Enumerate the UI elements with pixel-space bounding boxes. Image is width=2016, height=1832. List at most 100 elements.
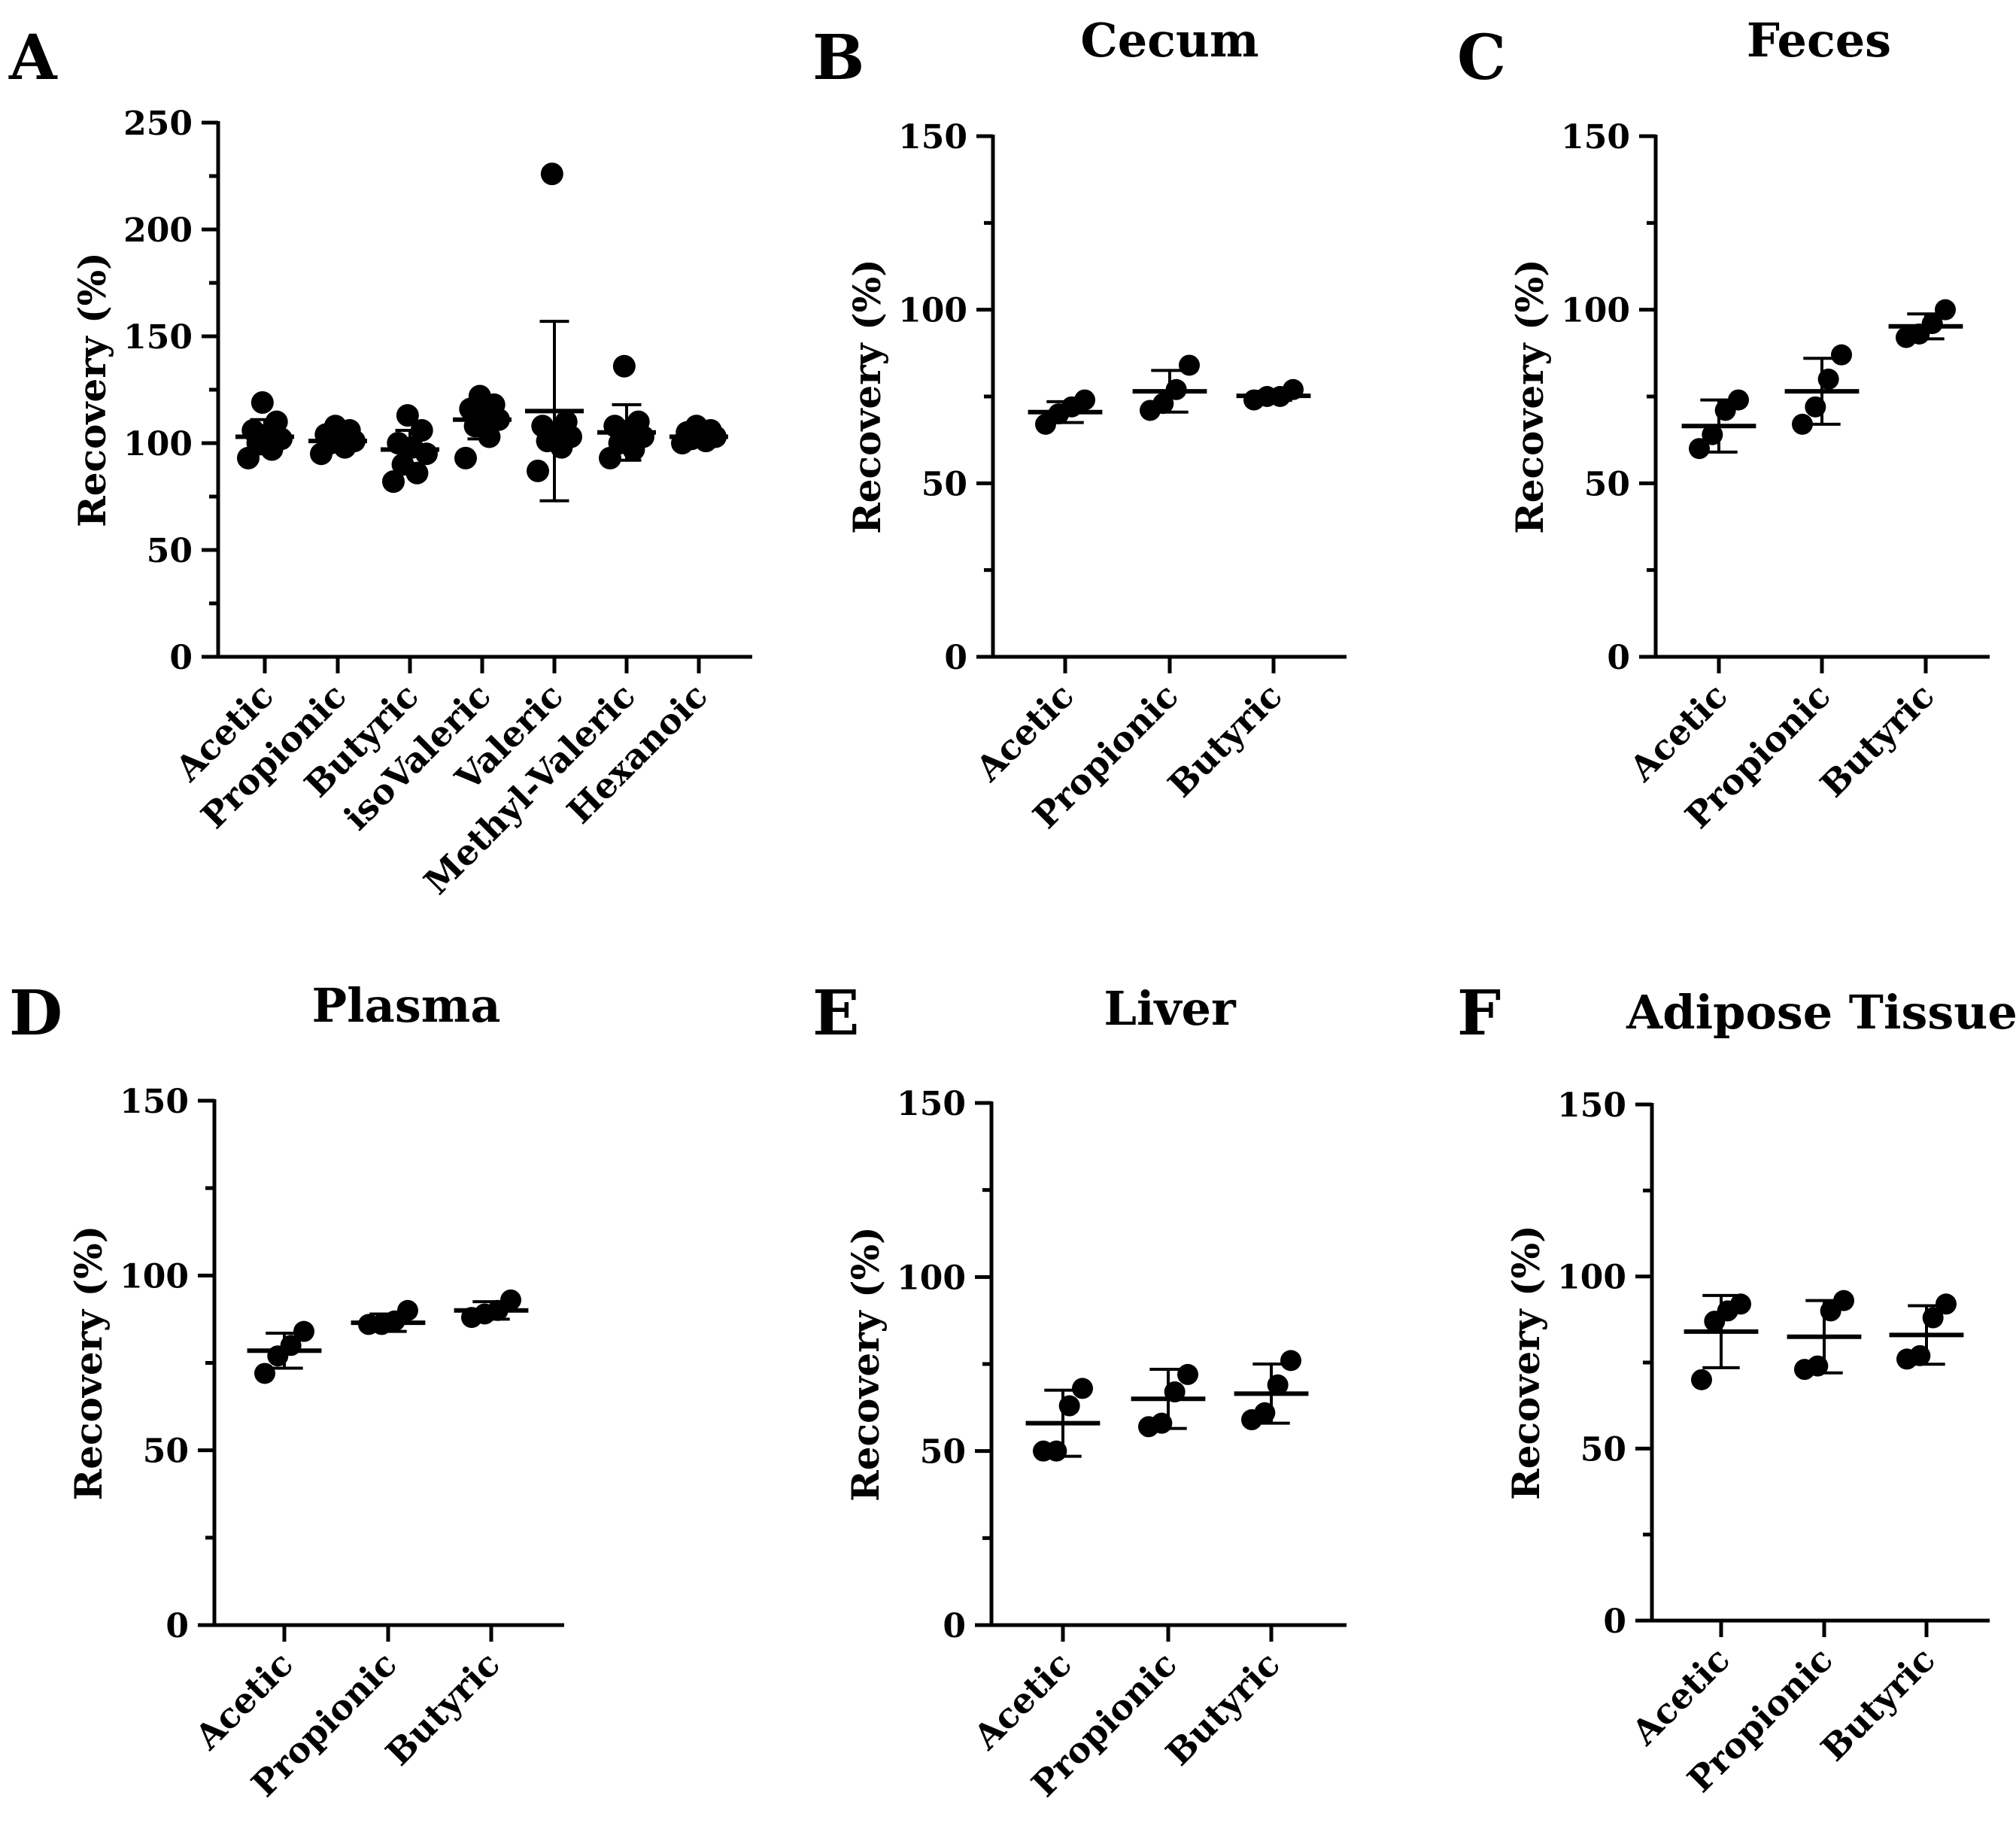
data-point — [1817, 368, 1839, 390]
data-point — [323, 415, 347, 438]
y-tick-label: 0 — [943, 1607, 966, 1645]
data-point — [1165, 378, 1187, 400]
data-point — [1058, 1395, 1080, 1417]
panel-letter: D — [9, 977, 62, 1050]
y-tick-label: 50 — [143, 1432, 189, 1471]
data-point — [396, 404, 419, 427]
data-point — [1689, 438, 1710, 460]
data-point — [1072, 1378, 1093, 1399]
y-axis-label: Recovery (%) — [1504, 1225, 1548, 1500]
panel-letter: F — [1457, 977, 1501, 1050]
y-tick-label: 0 — [944, 639, 967, 677]
panel-letter: C — [1457, 22, 1506, 94]
data-point — [1280, 1350, 1301, 1372]
panel-title: Liver — [1104, 981, 1237, 1036]
panel-title: Plasma — [311, 978, 500, 1033]
y-tick-label: 100 — [120, 1257, 189, 1296]
data-point — [1074, 389, 1095, 411]
panel-letter: E — [812, 977, 860, 1050]
data-point — [1164, 1381, 1186, 1403]
data-point — [410, 418, 433, 442]
data-point — [397, 1299, 418, 1321]
data-point — [1921, 313, 1943, 335]
data-point — [1254, 1402, 1276, 1423]
panel-title: Cecum — [1080, 13, 1258, 68]
data-point — [387, 432, 410, 454]
y-tick-label: 100 — [898, 292, 967, 330]
panel-letter: A — [8, 22, 58, 94]
data-point — [1833, 1290, 1854, 1311]
y-tick-label: 100 — [1561, 292, 1630, 330]
data-point — [1909, 1344, 1931, 1366]
data-point — [1935, 299, 1956, 321]
y-tick-label: 100 — [123, 425, 193, 463]
x-tick-label: Butyric — [1160, 676, 1290, 806]
data-point — [1283, 378, 1304, 400]
data-point — [1151, 1412, 1173, 1434]
y-tick-label: 0 — [169, 639, 193, 677]
data-point — [603, 415, 627, 438]
y-tick-label: 150 — [897, 1085, 966, 1123]
data-point — [540, 163, 563, 186]
data-point — [1179, 354, 1200, 376]
y-axis-label: Recovery (%) — [845, 259, 889, 534]
y-tick-label: 100 — [897, 1259, 966, 1297]
y-axis-label: Recovery (%) — [66, 1226, 111, 1501]
data-point — [250, 391, 274, 415]
data-point — [531, 415, 554, 438]
data-point — [685, 415, 708, 438]
data-point — [612, 354, 636, 378]
y-tick-label: 50 — [1580, 1430, 1626, 1469]
data-point — [254, 1363, 275, 1384]
data-point — [627, 410, 650, 433]
data-point — [293, 1320, 314, 1342]
x-tick-label: Butyric — [1812, 676, 1942, 806]
data-point — [1922, 1307, 1944, 1329]
data-point — [1046, 1440, 1067, 1462]
data-point — [1730, 1293, 1751, 1315]
y-tick-label: 50 — [920, 1433, 966, 1472]
data-point — [527, 459, 549, 482]
y-tick-label: 200 — [123, 211, 193, 250]
y-tick-label: 150 — [1557, 1086, 1626, 1125]
data-point — [241, 418, 265, 442]
data-point — [1936, 1293, 1957, 1315]
data-point — [1152, 393, 1174, 415]
y-tick-label: 50 — [147, 532, 193, 570]
data-point — [1805, 396, 1826, 418]
data-point — [280, 1335, 302, 1357]
y-tick-label: 250 — [123, 105, 193, 143]
y-tick-label: 0 — [1603, 1603, 1626, 1641]
data-point — [1267, 1374, 1289, 1396]
data-point — [265, 410, 288, 433]
data-point — [554, 410, 578, 433]
y-tick-label: 0 — [165, 1607, 189, 1645]
data-point — [1691, 1369, 1712, 1390]
y-tick-label: 100 — [1557, 1259, 1626, 1297]
data-point — [1177, 1363, 1198, 1385]
data-point — [468, 384, 491, 408]
data-point — [391, 453, 414, 476]
data-point — [1831, 344, 1852, 366]
x-tick-label: Butyric — [1158, 1644, 1288, 1774]
x-tick-label: Butyric — [1813, 1639, 1943, 1770]
y-tick-label: 150 — [1561, 118, 1630, 156]
panel-letter: B — [812, 22, 864, 94]
data-point — [454, 446, 477, 469]
y-axis-label: Recovery (%) — [843, 1226, 888, 1502]
data-point — [1792, 413, 1813, 435]
y-tick-label: 150 — [120, 1083, 189, 1121]
panel-title: Feces — [1747, 13, 1891, 68]
data-point — [500, 1289, 521, 1311]
y-tick-label: 50 — [1584, 465, 1630, 503]
y-tick-label: 150 — [123, 318, 193, 357]
y-tick-label: 150 — [898, 118, 967, 156]
y-tick-label: 50 — [921, 465, 967, 503]
y-axis-label: Recovery (%) — [70, 252, 114, 527]
